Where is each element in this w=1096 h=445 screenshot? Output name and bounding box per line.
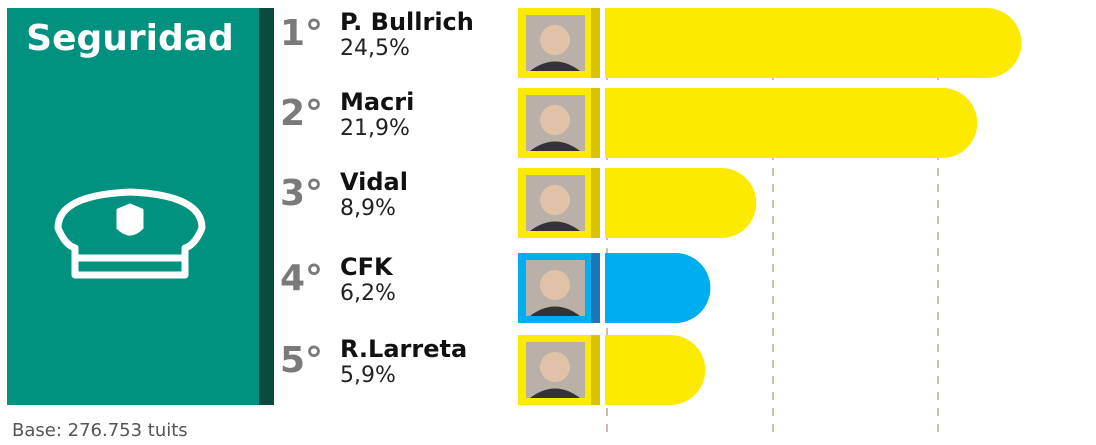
rank-label: 4° xyxy=(280,258,323,299)
photo-shoulders xyxy=(530,61,580,71)
bar xyxy=(605,8,1022,78)
photo-frame-edge xyxy=(591,335,600,405)
value-label: 21,9% xyxy=(340,116,410,141)
bar xyxy=(605,88,978,158)
photo-face xyxy=(540,185,570,215)
category-label: R.Larreta xyxy=(340,335,467,363)
bar xyxy=(605,168,757,238)
photo-shoulders xyxy=(530,306,580,316)
base-note: Base: 276.753 tuits xyxy=(12,420,188,441)
photo-frame-edge xyxy=(591,253,600,323)
photo-face xyxy=(540,25,570,55)
value-label: 24,5% xyxy=(340,36,410,61)
photo-face xyxy=(540,105,570,135)
cap-icon xyxy=(54,188,206,279)
value-label: 5,9% xyxy=(340,363,396,388)
panel-strip xyxy=(259,8,274,405)
photo-frame-edge xyxy=(591,88,600,158)
photo-shoulders xyxy=(530,388,580,398)
photo-shoulders xyxy=(530,141,580,151)
chart-title: Seguridad xyxy=(26,18,234,59)
value-label: 6,2% xyxy=(340,281,396,306)
category-label: CFK xyxy=(340,253,394,281)
bar xyxy=(605,335,706,405)
photo-frame-edge xyxy=(591,8,600,78)
rank-label: 2° xyxy=(280,93,323,134)
rank-label: 5° xyxy=(280,340,323,381)
bar xyxy=(605,253,711,323)
photo-frame-edge xyxy=(591,168,600,238)
photo-shoulders xyxy=(530,221,580,231)
category-label: P. Bullrich xyxy=(340,8,474,36)
photo-face xyxy=(540,352,570,382)
rank-label: 1° xyxy=(280,13,323,54)
category-label: Macri xyxy=(340,88,414,116)
rank-label: 3° xyxy=(280,173,323,214)
category-label: Vidal xyxy=(340,168,408,196)
value-label: 8,9% xyxy=(340,196,396,221)
photo-face xyxy=(540,270,570,300)
